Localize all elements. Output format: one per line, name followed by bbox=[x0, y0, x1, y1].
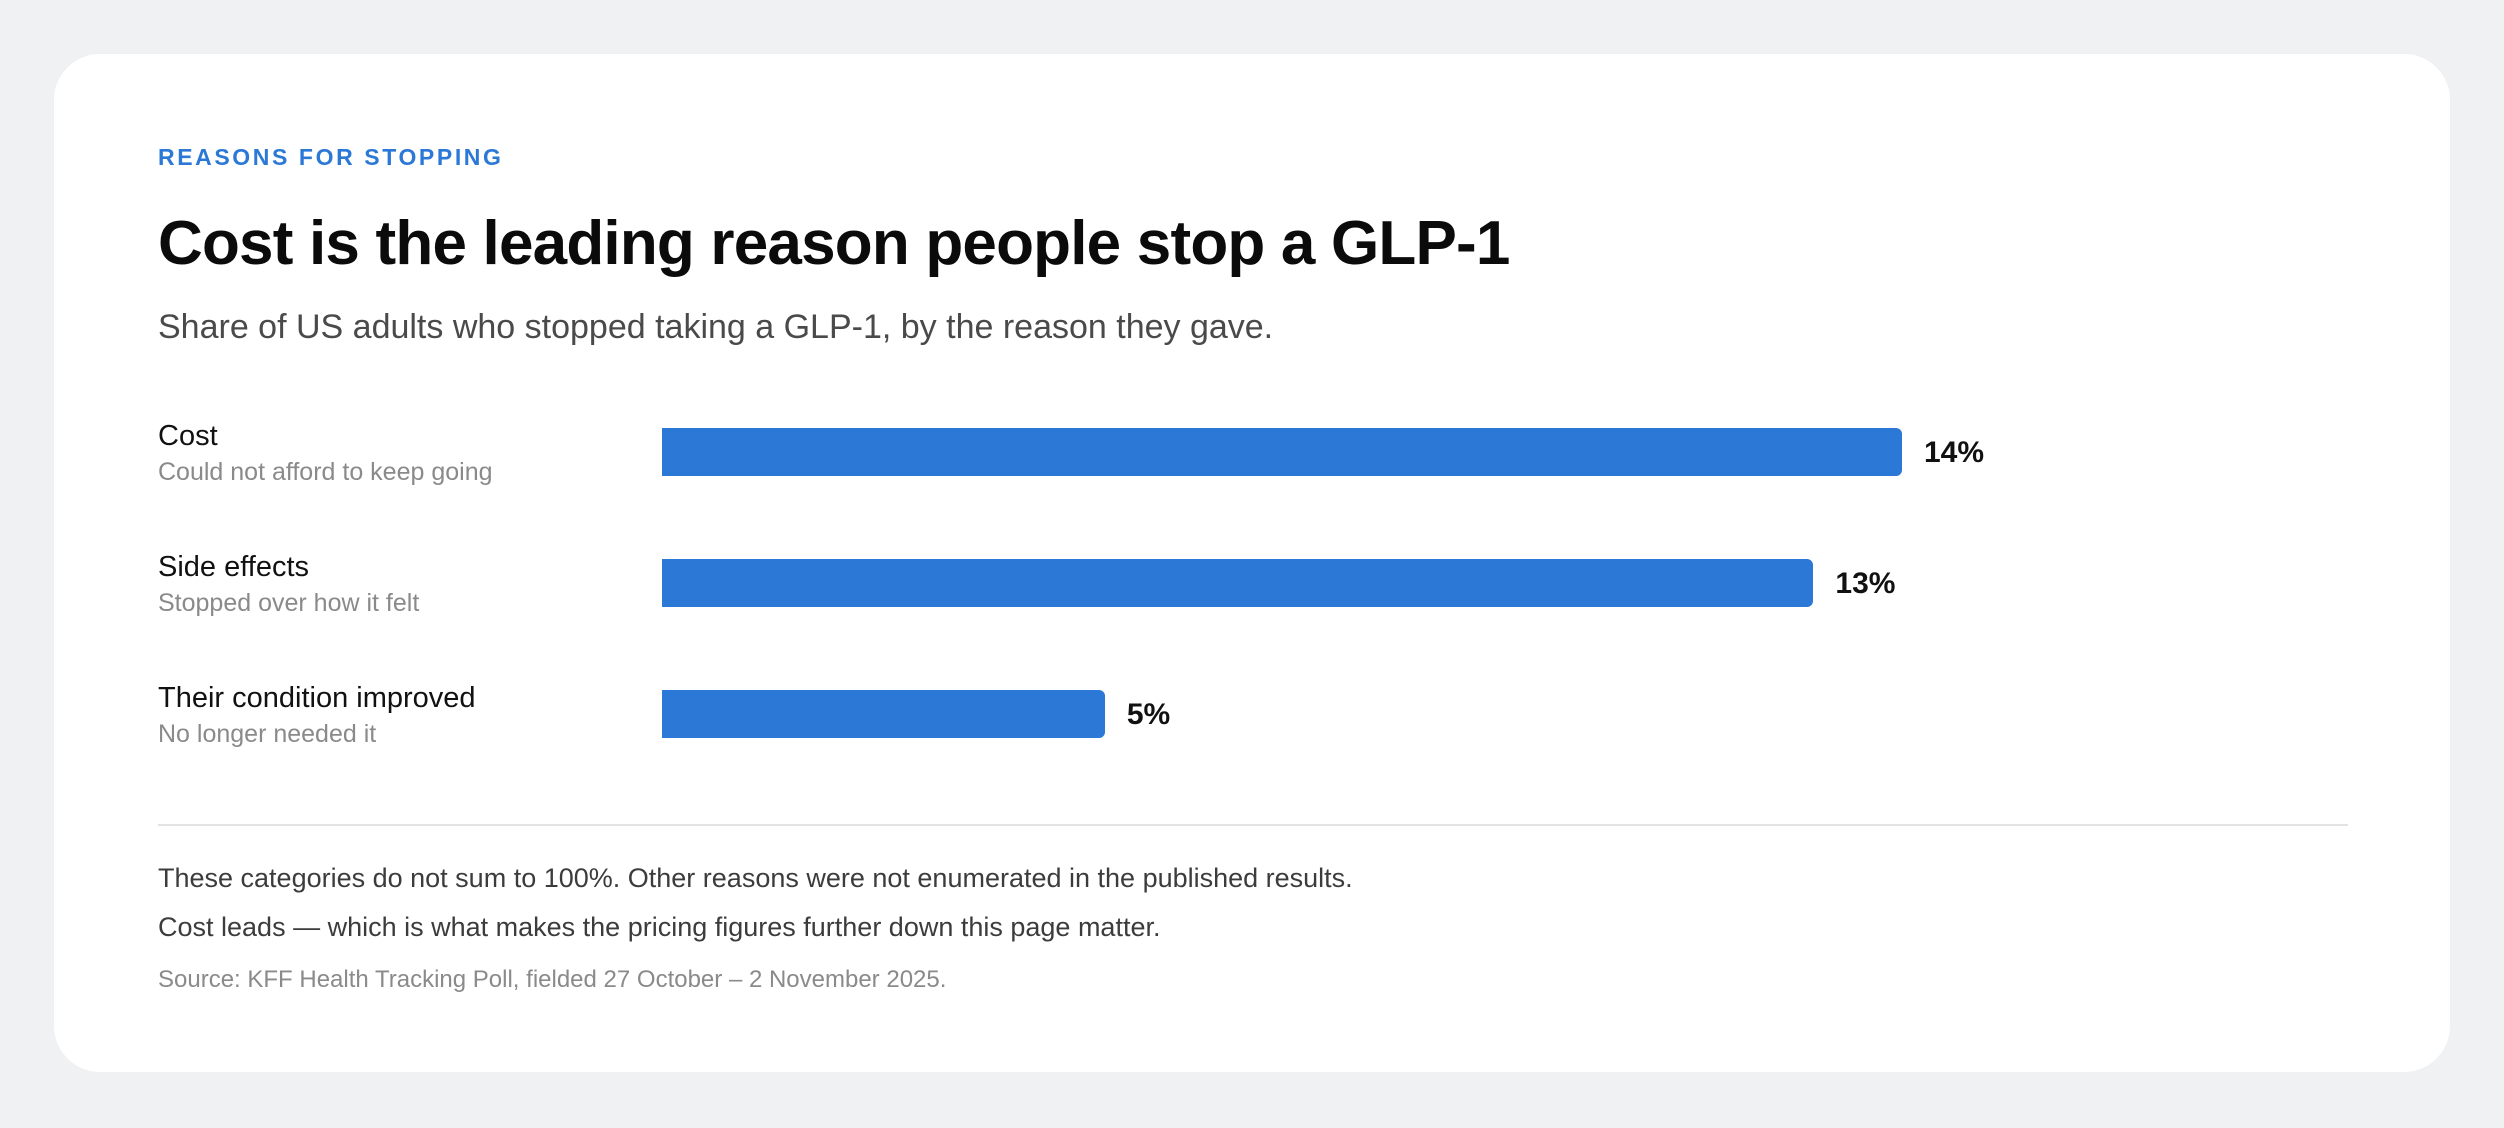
category-description: Could not afford to keep going bbox=[158, 457, 493, 486]
category-name: Their condition improved bbox=[158, 682, 476, 714]
bar bbox=[662, 690, 1105, 738]
footnote: These categories do not sum to 100%. Oth… bbox=[158, 863, 1353, 893]
bar-row: Cost Could not afford to keep going 14% bbox=[158, 419, 2348, 519]
chart-card: REASONS FOR STOPPING Cost is the leading… bbox=[54, 54, 2450, 1072]
category-label: Side effects Stopped over how it felt bbox=[158, 550, 638, 619]
category-name: Cost bbox=[158, 420, 218, 452]
bar-row: Their condition improved No longer needed… bbox=[158, 681, 2348, 781]
footnote: Cost leads — which is what makes the pri… bbox=[158, 912, 1161, 942]
bar-chart: Cost Could not afford to keep going 14% Sid… bbox=[158, 419, 2348, 839]
category-label: Cost Could not afford to keep going bbox=[158, 419, 638, 488]
bar bbox=[662, 559, 1814, 607]
bar bbox=[662, 428, 1902, 476]
category-name: Side effects bbox=[158, 551, 310, 583]
chart-subtitle: Share of US adults who stopped taking a … bbox=[158, 308, 1274, 346]
divider bbox=[158, 824, 2348, 826]
bar-value-label: 5% bbox=[1126, 698, 1171, 731]
bar-value-label: 14% bbox=[1924, 436, 1985, 469]
category-label: Their condition improved No longer needed… bbox=[158, 681, 638, 750]
category-description: No longer needed it bbox=[158, 719, 377, 748]
eyebrow-label: REASONS FOR STOPPING bbox=[158, 144, 504, 170]
card-content: REASONS FOR STOPPING Cost is the leading… bbox=[158, 54, 2348, 1072]
source-note: Source: KFF Health Tracking Poll, fielde… bbox=[158, 966, 947, 993]
chart-title: Cost is the leading reason people stop a… bbox=[158, 209, 1510, 278]
bar-value-label: 13% bbox=[1835, 567, 1896, 600]
bar-row: Side effects Stopped over how it felt 13% bbox=[158, 550, 2348, 650]
category-description: Stopped over how it felt bbox=[158, 588, 420, 617]
